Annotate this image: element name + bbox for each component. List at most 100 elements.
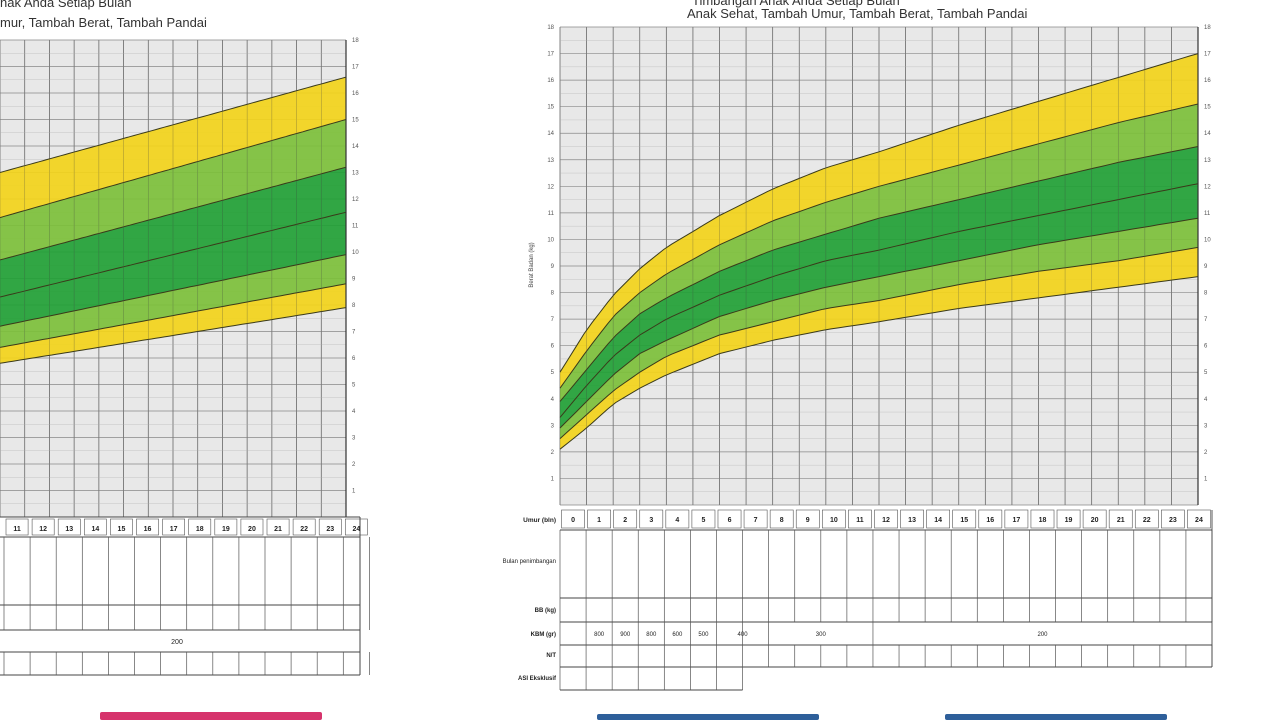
month-header-label: 13 xyxy=(908,517,916,524)
y-tick-label-left: 11 xyxy=(548,211,555,217)
month-header-label: 21 xyxy=(274,526,282,533)
month-header-label: 16 xyxy=(986,517,994,524)
y-tick-label-right: 13 xyxy=(1204,158,1211,164)
month-header-cell xyxy=(214,518,238,536)
month-header-cell xyxy=(292,518,316,536)
month-header-cell xyxy=(57,518,81,536)
y-tick-label-left: 2 xyxy=(551,450,555,456)
month-header-cell xyxy=(136,518,159,536)
month-header-label: 12 xyxy=(882,517,890,524)
y-tick-label-left: 13 xyxy=(547,158,554,164)
y-tick-label-right: 17 xyxy=(352,65,359,71)
month-header-label: 23 xyxy=(1169,517,1177,524)
month-header-cell xyxy=(31,518,55,536)
month-header-cell xyxy=(1161,509,1185,529)
month-header-label: 9 xyxy=(806,517,810,524)
y-tick-label-left: 9 xyxy=(551,264,555,270)
y-tick-label-right: 3 xyxy=(352,436,356,442)
left-chart-title-line2: mur, Tambah Berat, Tambah Pandai xyxy=(0,15,207,30)
y-tick-label-right: 15 xyxy=(1204,105,1211,111)
month-header-cell xyxy=(344,518,368,536)
month-header-label: 17 xyxy=(170,526,178,533)
left-chart-title-line1: nak Anda Setiap Bulan xyxy=(0,0,132,10)
y-tick-label-left: 15 xyxy=(547,105,554,111)
y-tick-label-right: 2 xyxy=(352,462,356,468)
month-header-label: 15 xyxy=(118,526,126,533)
y-tick-label-right: 3 xyxy=(1204,423,1208,429)
y-tick-label-right: 14 xyxy=(352,144,359,150)
month-header-cell xyxy=(1108,509,1133,529)
row-label-bb: BB (kg) xyxy=(535,608,556,614)
y-tick-label-right: 18 xyxy=(1204,25,1211,31)
kbm-value-label: 300 xyxy=(816,632,827,638)
month-header-cell xyxy=(743,509,768,529)
month-header-cell xyxy=(717,509,742,529)
month-header-label: 10 xyxy=(830,517,838,524)
month-header-label: 0 xyxy=(571,517,575,524)
kbm-value-label: 900 xyxy=(620,632,631,638)
month-header-cell xyxy=(769,509,794,529)
right-chart-title-line2: Anak Sehat, Tambah Umur, Tambah Berat, T… xyxy=(687,6,1028,21)
y-tick-label-left: 17 xyxy=(547,52,554,58)
y-tick-label-left: 10 xyxy=(547,237,554,243)
month-header-label: 22 xyxy=(1143,517,1151,524)
month-header-cell xyxy=(5,518,29,536)
y-tick-label-right: 6 xyxy=(1204,344,1208,350)
y-tick-label-right: 12 xyxy=(1204,184,1211,190)
row-label-bulan: Bulan penimbangan xyxy=(503,559,556,565)
month-header-cell xyxy=(162,518,186,536)
month-header-label: 16 xyxy=(144,526,152,533)
month-header-label: 8 xyxy=(780,517,784,524)
month-header-label: 23 xyxy=(326,526,334,533)
month-header-cell xyxy=(1004,509,1029,529)
kbm-value-label: 400 xyxy=(738,632,749,638)
month-header-label: 15 xyxy=(960,517,968,524)
month-header-cell xyxy=(587,509,611,529)
month-header-label: 18 xyxy=(1039,517,1047,524)
y-tick-label-right: 16 xyxy=(352,91,359,97)
month-header-cell xyxy=(795,509,820,529)
kbm-value-label: 500 xyxy=(698,632,709,638)
month-header-label: 21 xyxy=(1117,517,1125,524)
month-header-label: 11 xyxy=(856,517,864,524)
right-blue-button-2[interactable] xyxy=(945,714,1167,720)
y-tick-label-right: 4 xyxy=(1204,397,1208,403)
left-pink-button[interactable] xyxy=(100,712,322,720)
month-header-cell xyxy=(978,509,1003,529)
month-header-cell xyxy=(821,509,846,529)
growth-band xyxy=(560,218,1198,439)
kbm-value-label: 800 xyxy=(646,632,657,638)
y-tick-label-right: 1 xyxy=(1204,476,1208,482)
y-tick-label-right: 17 xyxy=(1204,52,1211,58)
y-tick-label-right: 14 xyxy=(1204,131,1211,137)
month-header-cell xyxy=(952,509,977,529)
y-tick-label-right: 7 xyxy=(352,330,356,336)
month-header-label: 19 xyxy=(222,526,230,533)
y-tick-label-right: 4 xyxy=(352,409,356,415)
y-axis-title: Berat Badan (kg) xyxy=(529,242,535,287)
y-tick-label-right: 1 xyxy=(352,489,356,495)
y-tick-label-left: 14 xyxy=(547,131,554,137)
month-header-cell xyxy=(1056,509,1081,529)
y-tick-label-left: 8 xyxy=(551,291,555,297)
month-header-cell xyxy=(1134,509,1159,529)
month-header-label: 20 xyxy=(1091,517,1099,524)
y-tick-label-right: 8 xyxy=(1204,291,1208,297)
month-header-label: 18 xyxy=(196,526,204,533)
month-header-label: 3 xyxy=(649,517,653,524)
y-tick-label-left: 4 xyxy=(551,397,555,403)
month-header-cell xyxy=(266,518,290,536)
month-header-label: 22 xyxy=(300,526,308,533)
month-header-cell xyxy=(561,509,585,529)
y-tick-label-right: 10 xyxy=(352,250,359,256)
y-tick-label-left: 12 xyxy=(547,184,554,190)
y-tick-label-right: 2 xyxy=(1204,450,1208,456)
month-header-label: 13 xyxy=(65,526,73,533)
month-header-cell xyxy=(665,509,690,529)
y-tick-label-right: 7 xyxy=(1204,317,1208,323)
month-header-label: 6 xyxy=(728,517,732,524)
right-blue-button-1[interactable] xyxy=(597,714,819,720)
